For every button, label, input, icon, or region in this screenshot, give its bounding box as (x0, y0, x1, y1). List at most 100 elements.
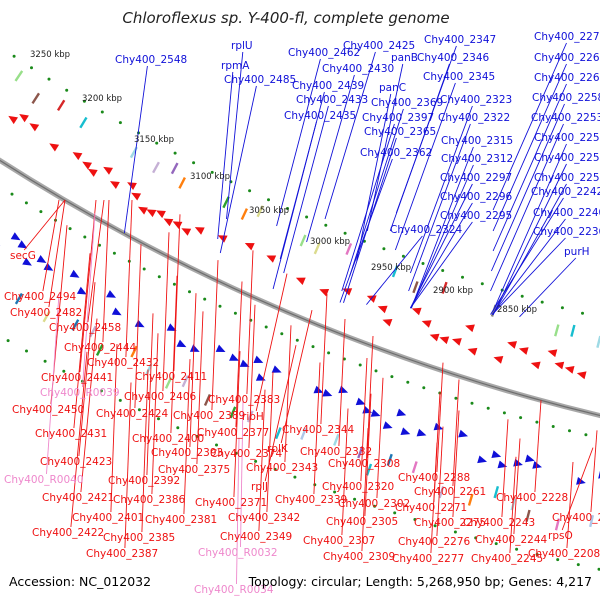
reverse-leader-line (338, 318, 346, 447)
backbone-tick-dot (502, 411, 506, 415)
outer-tick-dot (597, 567, 600, 571)
reverse-gene-label: Chy400_2441 (41, 372, 113, 384)
outer-tick-dot (576, 563, 580, 567)
forward-leader-line (492, 42, 567, 211)
reverse-gene-label: Chy400_2424 (96, 408, 169, 420)
forward-leader-line (409, 105, 473, 274)
reverse-leader-line (48, 199, 66, 308)
forward-gene-arrow (271, 365, 282, 373)
outer-tick-dot (556, 558, 560, 562)
outer-tick-dot (43, 359, 47, 363)
forward-leader-line (339, 158, 393, 303)
reverse-gene-arrow (295, 277, 306, 285)
outer-tick-dot (474, 536, 478, 540)
forward-gene-label: Chy400_2322 (438, 112, 510, 124)
reverse-gene-arrow (146, 209, 157, 218)
reverse-gene-label: rpsO (548, 530, 573, 542)
reverse-gene-arrow (439, 336, 450, 345)
reverse-leader-line (23, 199, 66, 251)
forward-gene-arrow (189, 344, 200, 352)
forward-gene-label: Chy400_2270 (534, 31, 600, 43)
forward-cog-block (300, 427, 307, 440)
reverse-gene-label: Chy400_2309 (323, 551, 395, 563)
forward-leader-line (408, 123, 471, 292)
reverse-leader-line (364, 393, 372, 517)
forward-cog-block (89, 325, 97, 338)
reverse-gene-label: Chy400_2305 (326, 516, 398, 528)
inner-tick-dot (192, 161, 196, 165)
forward-gene-label: rpmA (221, 60, 250, 72)
forward-leader-line (123, 65, 148, 234)
reverse-cog-block (570, 324, 576, 337)
outer-tick-dot (118, 398, 122, 402)
forward-gene-arrow (166, 323, 177, 331)
reverse-gene-label: Chy400_2277 (392, 553, 464, 565)
forward-gene-arrow (76, 286, 87, 295)
backbone-tick-dot (112, 251, 116, 255)
forward-cog-block (386, 453, 393, 466)
forward-gene-label: Chy400_2548 (115, 54, 187, 66)
forward-gene-label: Chy400_2435 (284, 110, 356, 122)
forward-gene-label: Chy400_2251 (534, 152, 600, 164)
reverse-gene-arrow (429, 333, 440, 342)
reverse-cog-block (170, 162, 179, 175)
reverse-gene-arrow (411, 307, 422, 316)
backbone-tick-dot (519, 416, 523, 420)
reverse-leader-line (436, 362, 444, 473)
inner-tick-dot (82, 99, 86, 103)
inner-tick-dot (343, 231, 347, 235)
backbone-tick-dot (24, 201, 28, 205)
position-label: 2900 kbp (433, 286, 473, 296)
reverse-leader-line (436, 426, 444, 537)
reverse-cog-block (152, 161, 160, 174)
forward-leader-line (491, 218, 566, 315)
forward-gene-arrow (10, 232, 21, 241)
reverse-gene-arrow (163, 218, 174, 227)
forward-gene-arrow (355, 397, 366, 406)
inner-tick-dot (461, 275, 464, 279)
backbone-tick-dot (535, 420, 539, 424)
forward-gene-label: Chy400_2365 (364, 126, 436, 138)
forward-gene-label: Chy400_2295 (440, 210, 512, 222)
rna-gene-label: Chy400_R0040 (4, 474, 84, 486)
forward-gene-label: Chy400_2433 (296, 94, 368, 106)
inner-tick-dot (581, 311, 584, 315)
forward-gene-label: Chy400_2485 (224, 74, 296, 86)
forward-cog-block (274, 427, 282, 440)
reverse-gene-arrow (194, 227, 205, 235)
map-title: Chloroflexus sp. Y-400-fl, complete geno… (122, 9, 449, 27)
backbone-tick-dot (454, 396, 458, 400)
reverse-gene-label: Chy400_2389 (173, 410, 245, 422)
forward-gene-arrow (253, 355, 264, 363)
backbone-tick-dot (142, 267, 146, 271)
forward-leader-line (492, 143, 567, 312)
forward-leader-line (410, 221, 473, 309)
reverse-leader-line (80, 318, 98, 493)
reverse-gene-arrow (518, 347, 529, 355)
forward-leader-line (492, 63, 567, 232)
reverse-leader-line (341, 408, 349, 536)
inner-tick-dot (421, 262, 425, 265)
reverse-gene-label: Chy400_2371 (195, 497, 267, 509)
reverse-gene-arrow (110, 181, 120, 189)
reverse-leader-line (590, 430, 598, 513)
reverse-gene-arrow (244, 243, 255, 251)
backbone-tick-dot (83, 235, 87, 239)
forward-gene-label: Chy400_2397 (362, 112, 434, 124)
reverse-gene-arrow (564, 366, 575, 374)
forward-leader-line (490, 123, 564, 292)
forward-leader-line (410, 146, 474, 309)
forward-gene-arrow (215, 344, 226, 352)
forward-gene-label: Chy400_2258 (532, 92, 600, 104)
reverse-leader-line (173, 214, 181, 372)
outer-tick-dot (25, 349, 28, 353)
reverse-leader-line (211, 260, 219, 411)
forward-leader-line (276, 58, 321, 227)
reverse-leader-line (79, 199, 97, 373)
reverse-gene-label: Chy400_2458 (49, 322, 121, 334)
backbone-tick-dot (295, 338, 299, 342)
rna-gene-label: Chy400_R0039 (40, 387, 120, 399)
reverse-gene-label: Chy400_2271 (395, 502, 467, 514)
backbone-tick-dot (280, 332, 284, 336)
position-label: 3000 kbp (310, 237, 350, 247)
